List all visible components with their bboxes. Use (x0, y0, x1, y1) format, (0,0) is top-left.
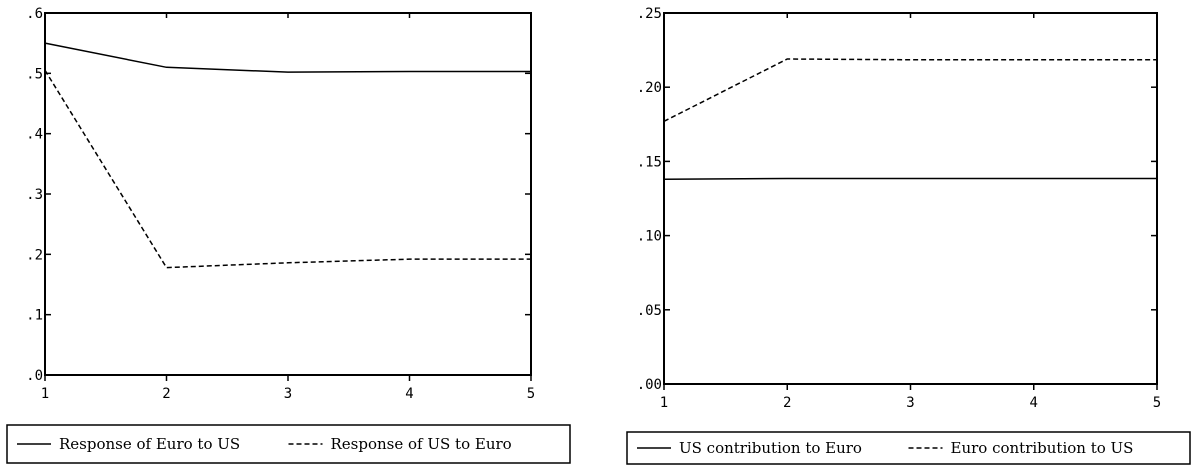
x-tick-label: 1 (660, 395, 668, 411)
y-tick-label: .00 (637, 377, 662, 393)
x-tick-label: 4 (405, 386, 413, 402)
y-tick-label: .6 (26, 6, 43, 22)
legend-label-1: Response of Euro to US (59, 435, 240, 453)
legend-label-2: Euro contribution to US (951, 439, 1134, 457)
plot-frame (663, 12, 1158, 385)
y-tick-label: .0 (26, 368, 43, 384)
legend-label-1: US contribution to Euro (679, 439, 862, 457)
y-tick-label: .15 (637, 154, 662, 170)
plot-frame (44, 12, 532, 376)
x-tick-label: 5 (527, 386, 535, 402)
series-line-2 (663, 58, 1157, 123)
y-tick-label: .05 (637, 303, 662, 319)
x-tick-label: 4 (1030, 395, 1038, 411)
x-tick-label: 2 (162, 386, 170, 402)
x-tick-label: 5 (1153, 395, 1161, 411)
legend-label-2: Response of US to Euro (331, 435, 512, 453)
chart-1: .0 .1 .2 .3 .4 .5 .6 1 2 3 4 5 Response of Euro to U… (6, 6, 571, 464)
series-line-2 (44, 69, 531, 269)
y-tick-label: .25 (637, 6, 662, 22)
y-tick-label: .5 (26, 66, 43, 82)
x-tick-label: 1 (41, 386, 49, 402)
x-tick-label: 3 (906, 395, 914, 411)
y-tick-label: .3 (26, 187, 43, 203)
series-line-1 (44, 42, 531, 73)
y-tick-label: .2 (26, 247, 43, 263)
series-line-1 (663, 177, 1157, 180)
y-tick-label: .20 (637, 80, 662, 96)
y-tick-label: .1 (26, 308, 43, 324)
x-tick-label: 2 (783, 395, 791, 411)
chart-2: .00 .05 .10 .15 .20 .25 1 2 3 4 5 US contribution t… (626, 6, 1191, 465)
x-tick-label: 3 (284, 386, 292, 402)
y-tick-label: .4 (26, 127, 43, 143)
y-tick-label: .10 (637, 229, 662, 245)
